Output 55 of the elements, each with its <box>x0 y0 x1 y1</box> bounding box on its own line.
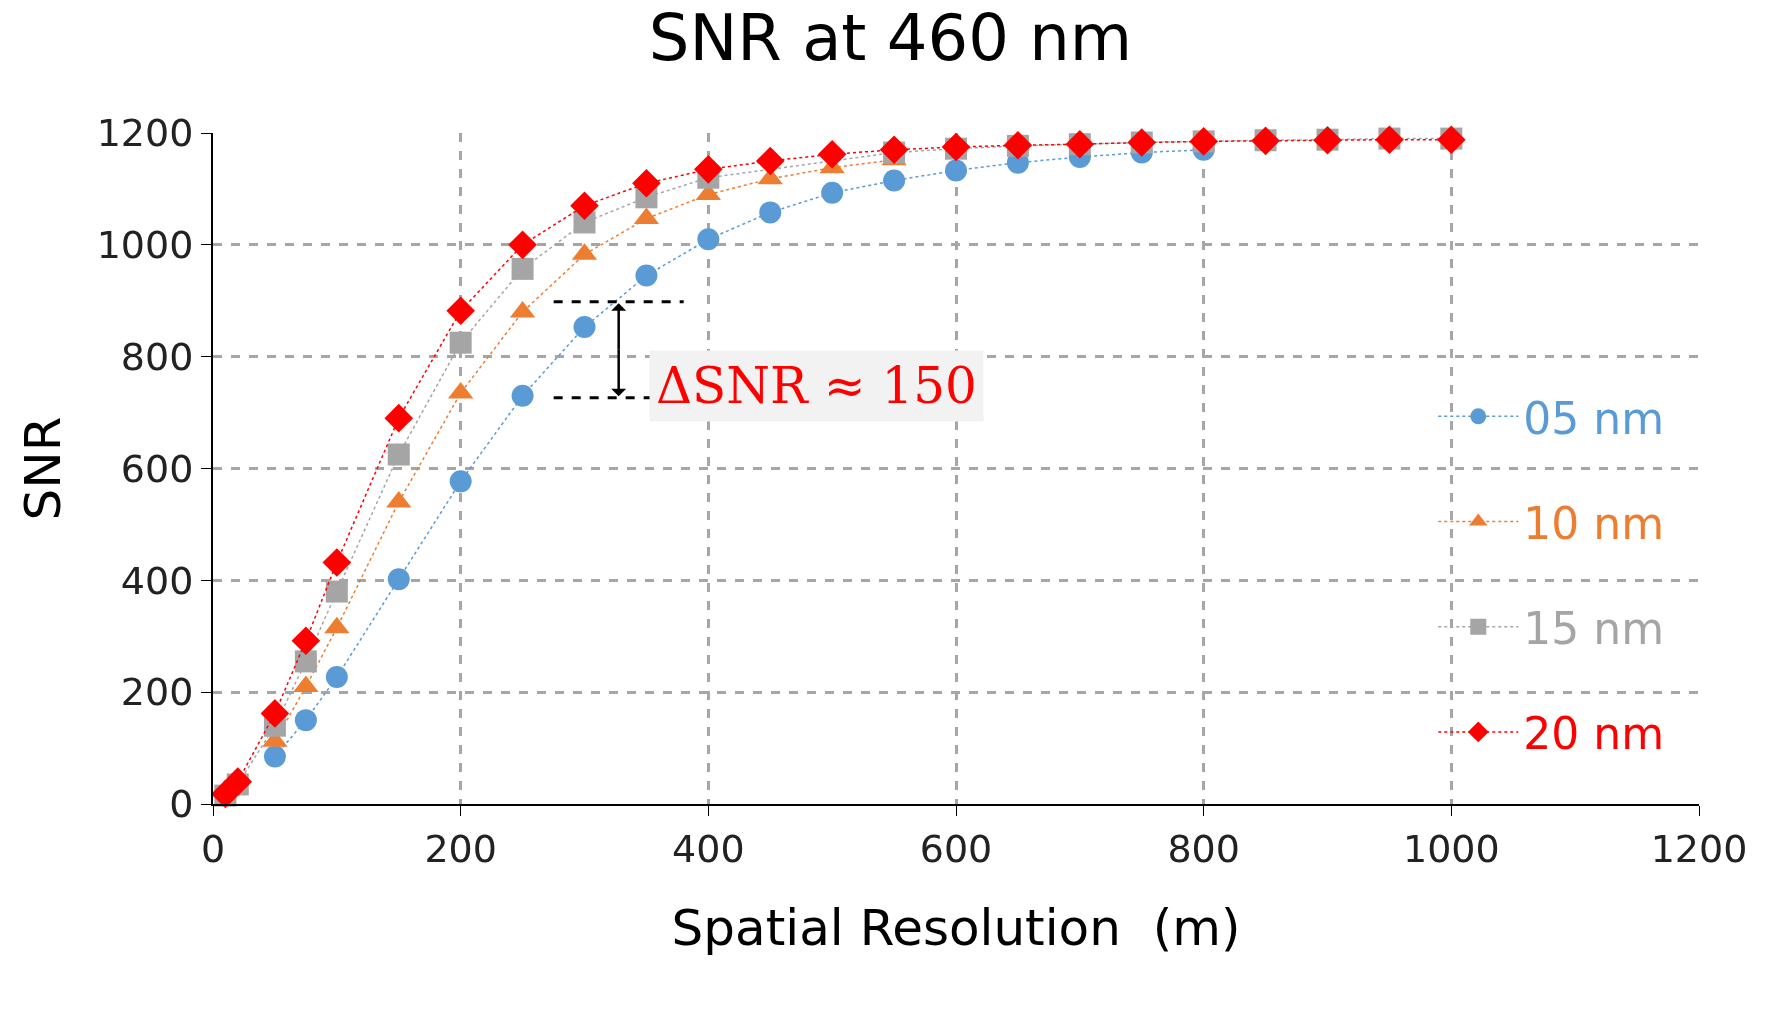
point <box>511 384 534 407</box>
point <box>260 699 290 728</box>
point <box>446 296 475 326</box>
y-tick-label: 1000 <box>96 223 194 268</box>
point <box>223 767 253 796</box>
point <box>945 159 967 182</box>
point <box>759 201 782 224</box>
x-tick-label: 1000 <box>1402 826 1500 871</box>
point <box>294 650 317 673</box>
y-tick-label: 800 <box>120 334 194 379</box>
y-tick-label: 200 <box>120 670 194 715</box>
annotation: ΔSNR ≈ 150 <box>656 357 977 415</box>
point <box>573 316 596 339</box>
point <box>1375 125 1404 155</box>
y-tick-label: 1200 <box>96 111 194 156</box>
point <box>511 257 534 280</box>
point <box>322 548 352 577</box>
point <box>635 264 658 287</box>
y-tick-label: 600 <box>120 446 194 491</box>
legend-label: 20 nm <box>1523 708 1665 760</box>
point <box>817 139 847 169</box>
y-tick-label: 400 <box>120 558 194 603</box>
x-tick-label: 0 <box>200 826 226 871</box>
point <box>1437 125 1466 155</box>
x-tick-label: 800 <box>1167 826 1240 871</box>
point <box>449 331 472 354</box>
chart-title: SNR at 460 nm <box>648 1 1133 76</box>
x-tick-label: 200 <box>424 826 497 871</box>
point <box>632 169 661 198</box>
legend-label: 10 nm <box>1523 497 1665 549</box>
x-tick-label: 1200 <box>1650 826 1748 871</box>
x-axis-title: Spatial Resolution (m) <box>671 898 1241 957</box>
x-tick-label: 400 <box>672 826 745 871</box>
point <box>384 403 414 433</box>
point <box>387 443 410 466</box>
point <box>570 191 599 220</box>
point <box>294 709 317 732</box>
point <box>883 169 906 192</box>
point <box>755 146 785 176</box>
x-tick-label: 600 <box>919 826 993 871</box>
point <box>508 230 537 260</box>
legend-label: 05 nm <box>1523 392 1665 444</box>
point <box>325 580 348 603</box>
point <box>697 228 720 251</box>
y-tick-label: 0 <box>169 782 194 827</box>
point <box>387 568 410 591</box>
point <box>694 155 723 184</box>
point <box>821 181 844 204</box>
point <box>879 135 909 165</box>
point <box>325 666 348 689</box>
point <box>263 745 286 768</box>
y-axis-title: SNR <box>14 416 73 521</box>
point <box>449 470 472 493</box>
legend-label: 15 nm <box>1523 602 1665 654</box>
point <box>291 626 321 656</box>
